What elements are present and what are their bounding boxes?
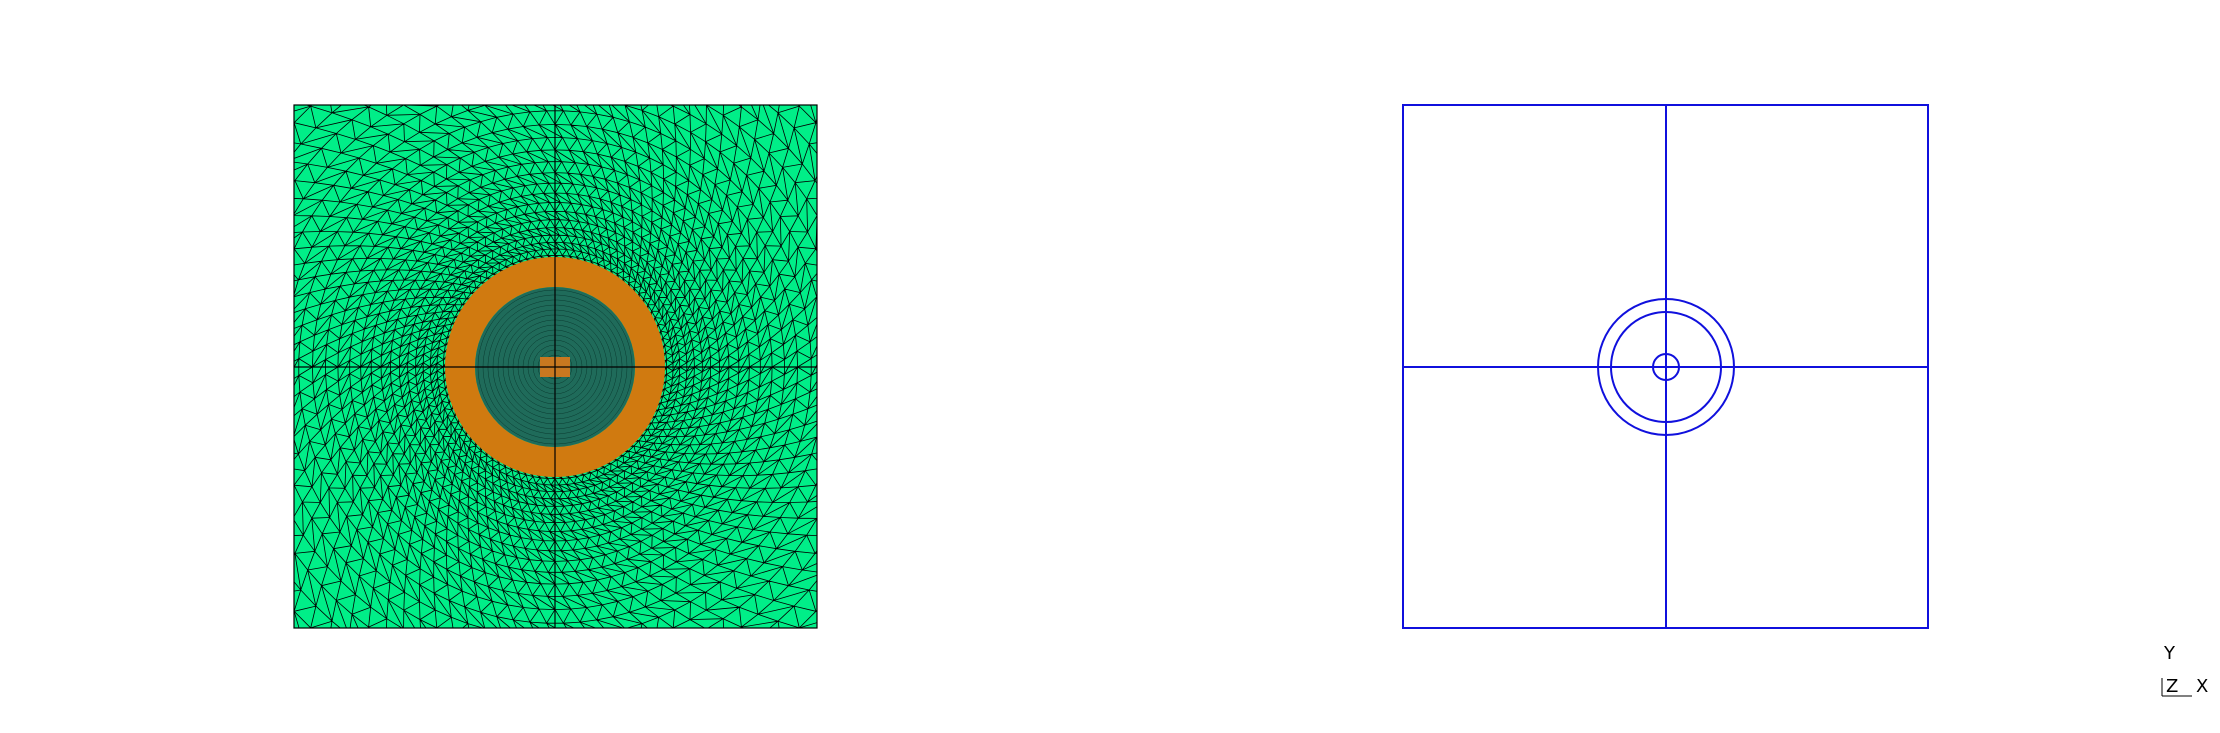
x-axis-label: X [2196,676,2208,697]
outer-square-edge [1403,105,1928,628]
axis-triad: Y Z X [2150,638,2220,718]
inner-circle-edge [1653,354,1679,380]
outer-circle-edge [1598,299,1734,435]
z-axis-label: Z [2166,676,2178,697]
middle-circle-edge [1611,312,1721,422]
y-axis-label: Y [2163,643,2176,664]
geometry-edges [1403,105,1928,628]
mesh-view[interactable] [0,0,1100,733]
